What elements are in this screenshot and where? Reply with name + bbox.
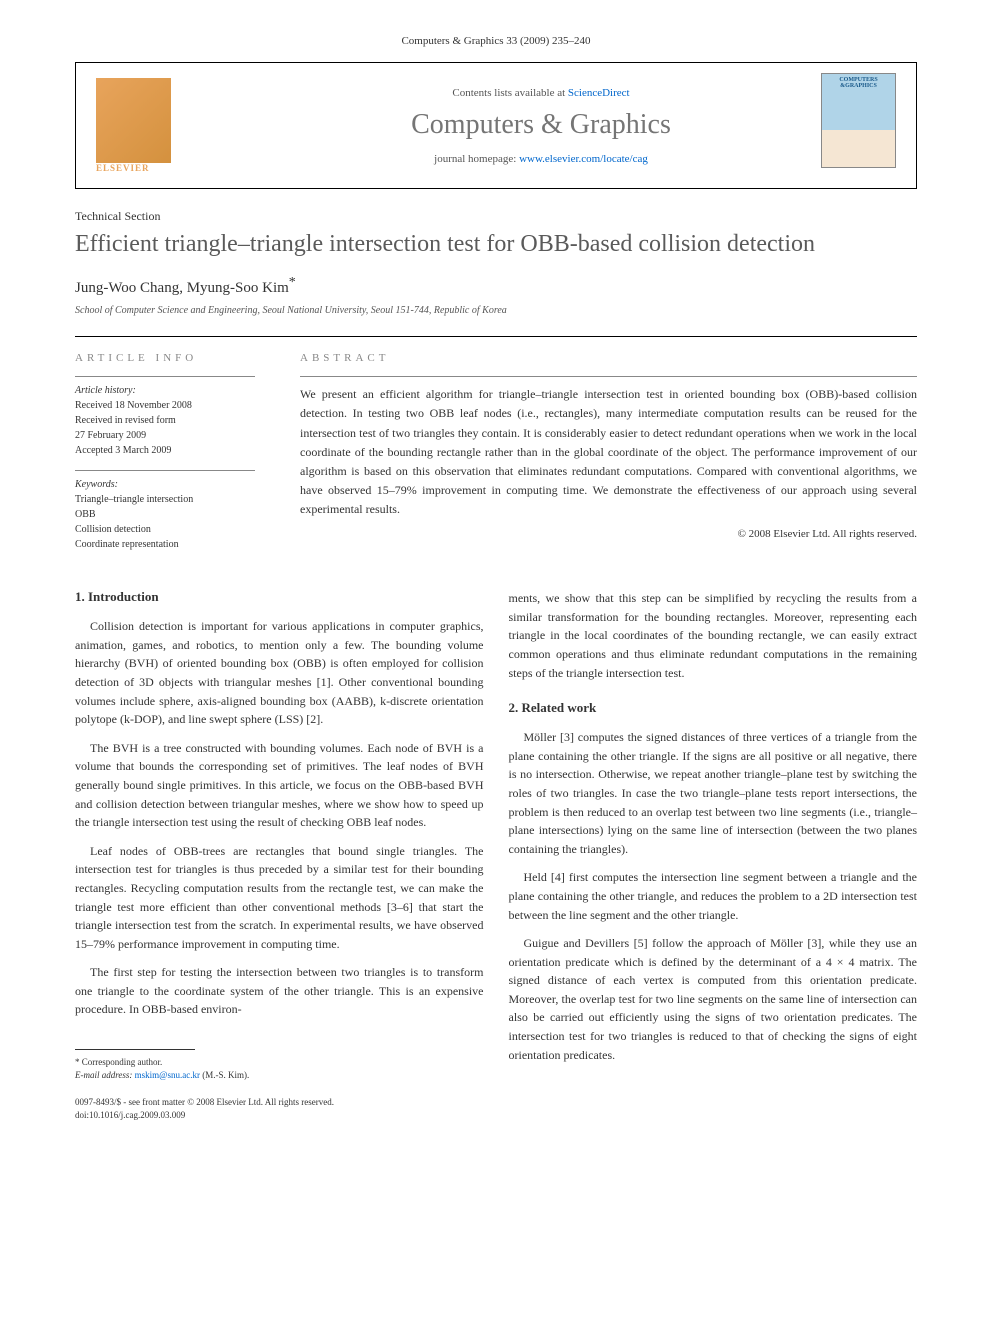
intro-para-4: The first step for testing the intersect… (75, 963, 484, 1019)
paper-title: Efficient triangle–triangle intersection… (75, 229, 917, 260)
header-center: Contents lists available at ScienceDirec… (186, 87, 896, 165)
related-heading: 2. Related work (509, 700, 918, 716)
footnote-separator (75, 1049, 195, 1050)
abstract-text: We present an efficient algorithm for tr… (300, 376, 917, 519)
journal-cover-thumbnail: COMPUTERS &GRAPHICS (821, 73, 896, 168)
keywords-label: Keywords: (75, 479, 255, 490)
keywords-block: Keywords: Triangle–triangle intersection… (75, 470, 255, 552)
body-columns: 1. Introduction Collision detection is i… (75, 589, 917, 1121)
issn-line: 0097-8493/$ - see front matter © 2008 El… (75, 1096, 484, 1109)
homepage-prefix: journal homepage: (434, 153, 519, 165)
elsevier-logo-block: ELSEVIER (96, 78, 186, 173)
journal-cover-title: COMPUTERS &GRAPHICS (822, 74, 895, 92)
journal-reference: Computers & Graphics 33 (2009) 235–240 (75, 35, 917, 47)
intro-heading: 1. Introduction (75, 589, 484, 605)
authors-line: Jung-Woo Chang, Myung-Soo Kim* (75, 275, 917, 297)
article-info-heading: ARTICLE INFO (75, 352, 255, 364)
journal-header: ELSEVIER Contents lists available at Sci… (75, 62, 917, 189)
corresponding-footnote: * Corresponding author. (75, 1056, 484, 1069)
abstract-heading: ABSTRACT (300, 352, 917, 364)
intro-para-3: Leaf nodes of OBB-trees are rectangles t… (75, 842, 484, 954)
affiliation: School of Computer Science and Engineeri… (75, 305, 917, 316)
keywords-text: Triangle–triangle intersection OBB Colli… (75, 492, 255, 552)
related-para-3: Guigue and Devillers [5] follow the appr… (509, 934, 918, 1064)
section-tag: Technical Section (75, 209, 917, 224)
right-column: ments, we show that this step can be sim… (509, 589, 918, 1121)
email-suffix: (M.-S. Kim). (200, 1070, 249, 1080)
email-link[interactable]: mskim@snu.ac.kr (135, 1070, 200, 1080)
journal-title: Computers & Graphics (186, 109, 896, 141)
doi-line: doi:10.1016/j.cag.2009.03.009 (75, 1109, 484, 1122)
intro-para-5-cont: ments, we show that this step can be sim… (509, 589, 918, 682)
elsevier-logo-text: ELSEVIER (96, 163, 186, 173)
corresponding-asterisk: * (289, 275, 296, 290)
homepage-link[interactable]: www.elsevier.com/locate/cag (519, 153, 648, 165)
related-para-1: Möller [3] computes the signed distances… (509, 728, 918, 858)
history-label: Article history: (75, 385, 255, 396)
sciencedirect-link[interactable]: ScienceDirect (568, 87, 630, 99)
article-info-column: ARTICLE INFO Article history: Received 1… (75, 352, 275, 564)
intro-para-2: The BVH is a tree constructed with bound… (75, 739, 484, 832)
abstract-column: ABSTRACT We present an efficient algorit… (275, 352, 917, 564)
article-history-block: Article history: Received 18 November 20… (75, 376, 255, 458)
abstract-copyright: © 2008 Elsevier Ltd. All rights reserved… (300, 528, 917, 540)
history-text: Received 18 November 2008 Received in re… (75, 398, 255, 458)
journal-homepage-line: journal homepage: www.elsevier.com/locat… (186, 153, 896, 165)
left-column: 1. Introduction Collision detection is i… (75, 589, 484, 1121)
email-footnote: E-mail address: mskim@snu.ac.kr (M.-S. K… (75, 1069, 484, 1082)
contents-list-line: Contents lists available at ScienceDirec… (186, 87, 896, 99)
elsevier-tree-icon (96, 78, 171, 163)
authors-names: Jung-Woo Chang, Myung-Soo Kim (75, 280, 289, 296)
contents-prefix: Contents lists available at (452, 87, 567, 99)
intro-para-1: Collision detection is important for var… (75, 617, 484, 729)
related-para-2: Held [4] first computes the intersection… (509, 868, 918, 924)
email-label: E-mail address: (75, 1070, 135, 1080)
info-abstract-row: ARTICLE INFO Article history: Received 1… (75, 336, 917, 564)
